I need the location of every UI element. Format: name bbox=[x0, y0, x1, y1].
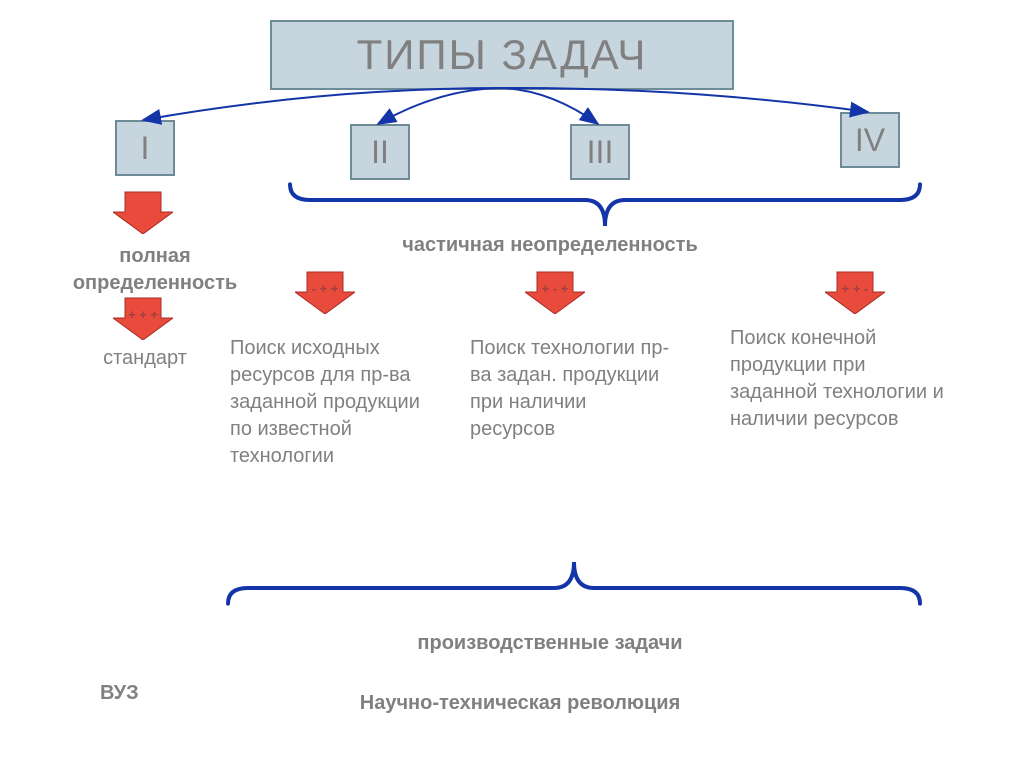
arrow-partial-1-label: - + + bbox=[295, 281, 355, 296]
roman-box-2: II bbox=[350, 124, 410, 180]
roman-box-4: IV bbox=[840, 112, 900, 168]
arrow-partial-3: + + - bbox=[825, 270, 885, 314]
production-tasks-label: производственные задачи bbox=[350, 630, 750, 657]
arrow-full-certainty bbox=[113, 190, 173, 234]
roman-box-1: I bbox=[115, 120, 175, 176]
column-2-text: Поиск исходных ресурсов для пр-ва заданн… bbox=[230, 335, 440, 470]
arrow-partial-2-label: + - + bbox=[525, 281, 585, 296]
arrow-partial-2: + - + bbox=[525, 270, 585, 314]
arrow-standard-label: + + + bbox=[113, 307, 173, 322]
column-4-text: Поиск конечной продукции при заданной те… bbox=[730, 325, 950, 433]
full-certainty-label: полная определенность bbox=[55, 243, 255, 297]
ntr-label: Научно-техническая революция bbox=[280, 690, 760, 717]
column-3-text: Поиск технологии пр-ва задан. продукции … bbox=[470, 335, 670, 443]
arrow-partial-3-label: + + - bbox=[825, 281, 885, 296]
title-box: ТИПЫ ЗАДАЧ bbox=[270, 20, 734, 90]
partial-uncertainty-label: частичная неопределенность bbox=[350, 232, 750, 259]
vuz-label: ВУЗ bbox=[100, 680, 200, 707]
arrow-standard: + + + bbox=[113, 296, 173, 340]
title-text: ТИПЫ ЗАДАЧ bbox=[357, 31, 648, 79]
standard-label: стандарт bbox=[80, 345, 210, 372]
arrow-partial-1: - + + bbox=[295, 270, 355, 314]
roman-box-3: III bbox=[570, 124, 630, 180]
